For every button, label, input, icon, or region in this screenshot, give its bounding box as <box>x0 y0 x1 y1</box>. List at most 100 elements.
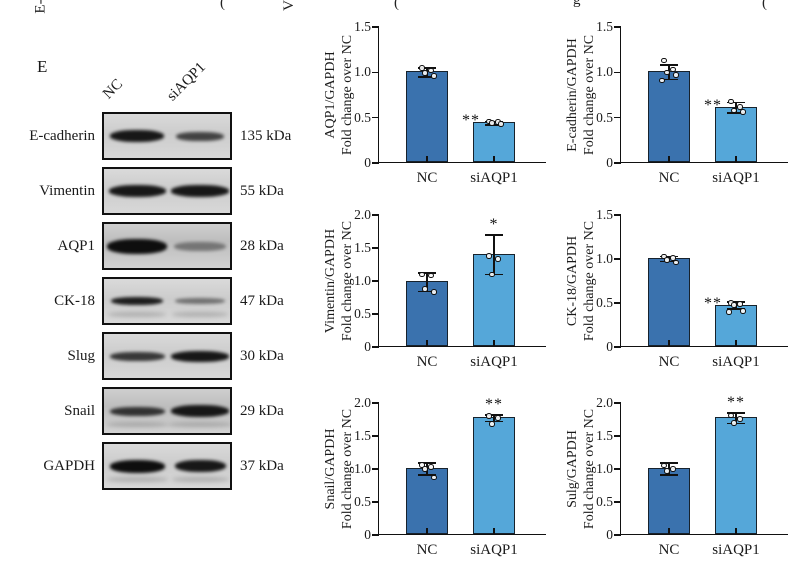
blot-image <box>102 222 232 270</box>
data-point <box>670 66 676 73</box>
error-bar-cap-bottom <box>727 308 745 310</box>
error-bar-line <box>493 414 495 422</box>
y-tick-mark <box>372 162 379 164</box>
data-point <box>431 73 437 79</box>
data-point <box>486 413 492 419</box>
protein-band <box>110 130 164 142</box>
error-bar-cap-bottom <box>418 474 436 476</box>
data-point <box>419 271 425 278</box>
chart-plot-area: 0 0.5 1.0 1.5 NC siAQP1 ** <box>596 19 788 186</box>
cropped-glyph: g <box>573 0 581 8</box>
molecular-weight-label: 135 kDa <box>240 128 292 144</box>
significance-stars: ** <box>727 393 745 411</box>
x-category-label: siAQP1 <box>712 542 760 558</box>
y-tick-mark <box>614 534 621 536</box>
x-tick-mark <box>735 340 737 347</box>
y-tick-label: 1.5 <box>354 428 371 443</box>
y-tick-label: 1.0 <box>354 461 371 476</box>
y-tick-mark <box>372 247 379 249</box>
data-point <box>664 257 670 263</box>
y-tick-label: 0.5 <box>354 306 371 321</box>
error-bar-cap-top <box>418 272 436 274</box>
y-tick-mark <box>372 214 379 216</box>
data-point <box>661 253 667 260</box>
y-tick-label: 2.0 <box>354 207 371 222</box>
cropped-glyph: ( <box>762 0 767 11</box>
y-tick-label: 0 <box>606 155 613 170</box>
y-tick-mark <box>614 214 621 216</box>
y-tick-mark <box>372 346 379 348</box>
data-point <box>731 420 737 426</box>
data-point <box>419 65 425 71</box>
significance-stars: * <box>489 215 499 233</box>
y-tick-label: 2.0 <box>596 395 613 410</box>
cropped-glyph: ( <box>220 0 225 11</box>
y-tick-mark <box>614 71 621 74</box>
blot-protein-label: AQP1 <box>57 238 95 254</box>
bar-NC <box>648 258 690 346</box>
x-category-label: NC <box>658 354 680 370</box>
data-point <box>489 120 495 126</box>
smear-band <box>106 477 168 482</box>
error-bar-cap-top <box>418 67 436 69</box>
blot-protein-label: Vimentin <box>39 183 95 199</box>
y-tick-label: 0 <box>364 339 371 354</box>
smear-band <box>172 312 228 317</box>
y-tick-label: 1.5 <box>596 19 613 34</box>
smear-band <box>168 422 230 427</box>
y-tick-mark <box>614 302 621 304</box>
y-tick-label: 1.5 <box>354 240 371 255</box>
data-point <box>431 289 437 295</box>
blot-image <box>102 112 232 160</box>
error-bar-cap-bottom <box>660 78 678 81</box>
protein-band <box>174 460 226 472</box>
data-point <box>661 57 667 64</box>
x-tick-mark <box>426 528 428 535</box>
y-tick-mark <box>372 435 379 437</box>
protein-band <box>107 238 167 254</box>
error-bar-cap-top <box>485 234 503 236</box>
data-point <box>428 272 434 279</box>
y-tick-label: 1.0 <box>354 273 371 288</box>
data-point <box>740 109 746 115</box>
error-bar-cap-top <box>727 412 745 414</box>
x-category-label: siAQP1 <box>712 170 760 186</box>
data-point <box>664 468 670 474</box>
data-point <box>422 466 428 472</box>
y-tick-mark <box>614 402 621 404</box>
data-point <box>670 255 676 261</box>
significance-stars: ** <box>704 294 722 312</box>
molecular-weight-label: 30 kDa <box>240 348 284 364</box>
blot-image <box>102 442 232 490</box>
y-tick-label: 0.5 <box>354 109 371 125</box>
blot-image <box>102 277 232 325</box>
y-tick-label: 0 <box>364 155 371 170</box>
y-tick-label: 0.5 <box>596 109 613 125</box>
error-bar-cap-bottom <box>727 112 745 114</box>
error-bar-cap-top <box>727 101 745 103</box>
x-category-label: siAQP1 <box>470 354 518 370</box>
blot-protein-label: E-cadherin <box>29 128 95 144</box>
error-bar-cap-bottom <box>418 290 436 293</box>
error-bar-cap-top <box>660 462 678 464</box>
blot-protein-label: CK-18 <box>54 293 95 309</box>
y-tick-mark <box>614 26 621 28</box>
blot-protein-label: GAPDH <box>43 458 95 474</box>
protein-band <box>171 405 229 417</box>
data-point <box>673 259 679 266</box>
protein-band <box>109 406 165 416</box>
y-tick-mark <box>614 435 621 437</box>
blot-lane-label: siAQP1 <box>163 59 209 105</box>
molecular-weight-label: 37 kDa <box>240 458 284 474</box>
chart-plot-area: 0 0.5 1.0 1.5 2.0 NC siAQP1 * <box>354 207 546 370</box>
error-bar-cap-top <box>660 64 678 66</box>
x-tick-mark <box>668 340 670 347</box>
blot-image <box>102 332 232 380</box>
error-bar-line <box>735 412 737 424</box>
y-tick-mark <box>372 26 379 28</box>
data-point <box>422 286 428 292</box>
x-category-label: NC <box>658 170 680 186</box>
y-tick-mark <box>372 501 379 503</box>
error-bar-cap-bottom <box>660 474 678 476</box>
protein-band <box>111 297 163 305</box>
